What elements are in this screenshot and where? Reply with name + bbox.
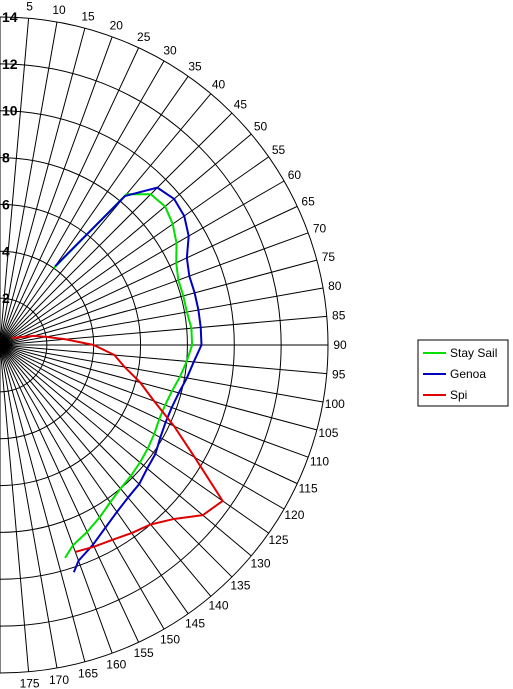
grid-spoke xyxy=(0,47,140,346)
grid-spoke xyxy=(0,232,309,346)
legend-label: Genoa xyxy=(450,367,486,381)
angle-tick-label: 90 xyxy=(333,338,347,352)
angle-tick-label: 30 xyxy=(163,44,177,58)
angle-tick-label: 175 xyxy=(20,677,40,689)
legend-label: Stay Sail xyxy=(450,346,497,360)
polar-grid xyxy=(0,16,329,674)
grid-spoke xyxy=(0,18,30,346)
radial-tick-label: 2 xyxy=(2,290,10,306)
angle-tick-label: 135 xyxy=(230,578,250,592)
angle-tick-label: 95 xyxy=(332,368,346,382)
radial-tick-labels: 2 4 6 8 10 12 14 xyxy=(2,9,18,306)
grid-spoke xyxy=(0,344,113,654)
grid-spoke xyxy=(0,315,327,346)
angle-tick-label: 115 xyxy=(299,482,318,496)
radial-tick-label: 4 xyxy=(2,243,10,259)
grid-spoke xyxy=(0,28,86,346)
grid-spoke xyxy=(0,133,252,346)
grid-spoke xyxy=(0,344,269,534)
angle-tick-label: 150 xyxy=(160,632,180,646)
angle-tick-label: 170 xyxy=(49,673,69,687)
angle-tick-label: 110 xyxy=(310,454,329,468)
angle-tick-label: 100 xyxy=(325,397,345,411)
grid-spoke xyxy=(0,344,58,669)
grid-spoke xyxy=(0,344,86,662)
angle-tick-label: 70 xyxy=(313,222,327,236)
angle-tick-label: 65 xyxy=(301,194,315,208)
angle-tick-label: 10 xyxy=(52,3,66,17)
angle-tick-label: 130 xyxy=(250,557,270,571)
grid-spoke xyxy=(0,36,113,346)
grid-spoke xyxy=(0,344,324,403)
grid-spoke xyxy=(0,93,212,346)
angle-tick-label: 155 xyxy=(134,646,154,660)
grid-spoke xyxy=(0,344,317,431)
radial-tick-label: 10 xyxy=(2,103,18,119)
grid-spoke xyxy=(0,344,140,643)
grid-spoke xyxy=(0,180,285,346)
angle-tick-label: 20 xyxy=(110,19,124,33)
angle-tick-label: 55 xyxy=(272,143,286,157)
chart-center xyxy=(0,336,9,354)
angle-tick-label: 120 xyxy=(284,508,304,522)
radial-tick-label: 12 xyxy=(2,56,18,72)
radial-tick-label: 14 xyxy=(2,9,18,25)
series-line-stay-sail xyxy=(53,193,194,559)
grid-spoke xyxy=(0,344,30,672)
angle-tick-label: 35 xyxy=(188,60,202,74)
angle-tick-label: 25 xyxy=(137,30,151,44)
series-line-genoa xyxy=(54,186,203,573)
grid-spoke xyxy=(0,287,324,346)
angle-tick-label: 50 xyxy=(254,120,268,134)
grid-spoke xyxy=(0,112,233,346)
angle-tick-label: 85 xyxy=(332,308,346,322)
series-lines xyxy=(12,186,224,573)
grid-spoke xyxy=(0,344,327,375)
angle-tick-label: 60 xyxy=(288,168,302,182)
grid-spoke xyxy=(0,344,252,557)
angle-tick-label: 140 xyxy=(208,599,228,613)
grid-spoke xyxy=(0,344,189,614)
radial-tick-label: 6 xyxy=(2,196,10,212)
angle-tick-label: 45 xyxy=(234,98,248,112)
legend: Stay Sail Genoa Spi xyxy=(417,339,509,407)
legend-label: Spi xyxy=(450,388,467,402)
radial-tick-label: 8 xyxy=(2,150,10,166)
angle-tick-label: 145 xyxy=(185,617,205,631)
grid-spoke xyxy=(0,76,189,346)
grid-spoke xyxy=(0,60,165,346)
angle-tick-label: 40 xyxy=(212,78,226,92)
grid-spoke xyxy=(0,21,58,346)
grid-spoke xyxy=(0,344,285,510)
angle-tick-label: 125 xyxy=(268,533,288,547)
grid-spoke xyxy=(0,259,317,346)
angle-tick-label: 15 xyxy=(81,10,95,24)
center-hub xyxy=(0,336,9,354)
angle-tick-label: 80 xyxy=(328,279,342,293)
grid-spoke xyxy=(0,344,212,597)
grid-spoke xyxy=(0,344,233,578)
angle-tick-label: 5 xyxy=(26,0,33,13)
grid-spoke xyxy=(0,344,165,630)
angle-tick-label: 105 xyxy=(318,426,338,440)
angle-tick-label: 75 xyxy=(322,250,336,264)
series-line-spi xyxy=(12,334,224,553)
grid-spoke xyxy=(0,344,298,485)
grid-spoke xyxy=(0,156,269,346)
angle-tick-label: 165 xyxy=(78,666,98,680)
angle-tick-label: 160 xyxy=(106,658,126,672)
grid-spoke xyxy=(0,205,298,346)
